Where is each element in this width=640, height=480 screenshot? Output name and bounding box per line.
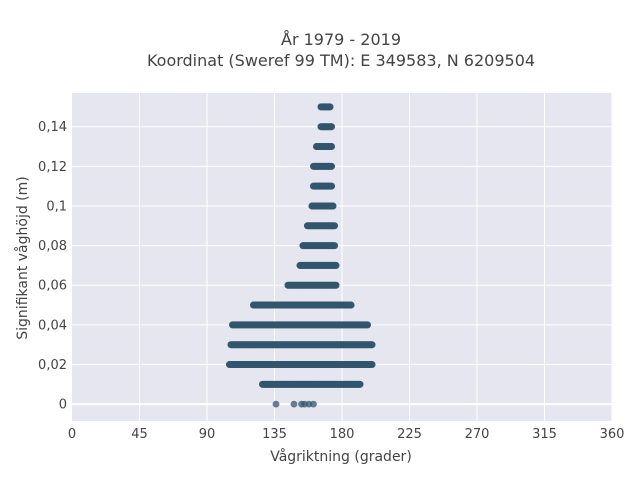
- y-tick-label: 0,04: [38, 318, 67, 333]
- data-point: [326, 103, 334, 111]
- y-tick-label: 0,12: [38, 160, 67, 175]
- data-point: [290, 400, 298, 408]
- data-point: [310, 400, 317, 408]
- data-point: [331, 222, 338, 230]
- x-tick-labels: 0 45 90 135 180 225 270 315 360: [68, 427, 625, 442]
- x-gridlines: [139, 93, 613, 421]
- x-tick-label: 360: [600, 427, 625, 442]
- x-tick-label: 0: [68, 427, 76, 442]
- y-tick-label: 0,02: [38, 358, 67, 373]
- y-tick-label: 0,08: [38, 239, 67, 254]
- x-tick-label: 45: [131, 427, 148, 442]
- x-tick-label: 315: [532, 427, 557, 442]
- data-point: [328, 123, 335, 131]
- x-tick-label: 225: [397, 427, 422, 442]
- y-tick-label: 0: [59, 398, 67, 413]
- y-tick-label: 0,14: [38, 120, 67, 135]
- data-point: [329, 202, 337, 210]
- data-point: [328, 162, 335, 170]
- x-tick-label: 135: [262, 427, 287, 442]
- data-point: [368, 361, 376, 368]
- data-point: [347, 301, 355, 309]
- data-point: [272, 400, 280, 408]
- chart-title-line1: År 1979 - 2019: [281, 30, 401, 49]
- data-point: [364, 321, 371, 329]
- x-axis-label: Vågriktning (grader): [270, 448, 412, 465]
- y-tick-label: 0,06: [38, 279, 67, 294]
- x-tick-label: 90: [199, 427, 216, 442]
- data-point: [328, 182, 335, 190]
- data-points: [226, 103, 376, 408]
- x-tick-label: 180: [330, 427, 355, 442]
- data-point: [368, 341, 376, 349]
- x-tick-label: 270: [465, 427, 490, 442]
- y-tick-label: 0,1: [46, 199, 67, 214]
- data-point: [331, 242, 338, 250]
- y-tick-labels: 0 0,02 0,04 0,06 0,08 0,1 0,12 0,14: [38, 120, 67, 412]
- data-point: [356, 380, 364, 388]
- data-point: [328, 143, 335, 150]
- chart-title-line2: Koordinat (Sweref 99 TM): E 349583, N 62…: [147, 51, 535, 70]
- y-axis-label: Signifikant våghöjd (m): [14, 176, 31, 339]
- data-point: [332, 281, 340, 289]
- data-point: [332, 262, 340, 269]
